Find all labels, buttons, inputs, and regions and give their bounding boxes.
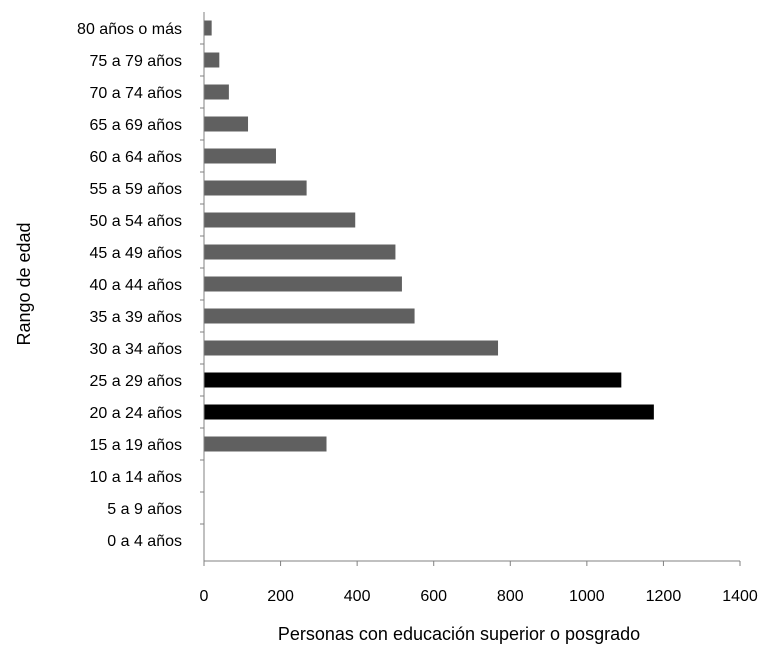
bar-3	[204, 116, 249, 132]
x-tick-label-6: 1200	[646, 588, 682, 605]
y-tick-label-10: 30 a 34 años	[89, 341, 182, 358]
bar-13	[204, 436, 327, 452]
bar-10	[204, 340, 499, 356]
y-tick-label-7: 45 a 49 años	[89, 245, 182, 262]
y-tick-label-11: 25 a 29 años	[89, 373, 182, 390]
y-tick-label-1: 75 a 79 años	[89, 53, 182, 70]
y-tick-label-9: 35 a 39 años	[89, 309, 182, 326]
y-tick-label-12: 20 a 24 años	[89, 405, 182, 422]
x-tick-label-7: 1400	[722, 588, 758, 605]
x-tick-label-4: 800	[497, 588, 524, 605]
y-tick-label-5: 55 a 59 años	[89, 181, 182, 198]
bar-2	[204, 84, 229, 100]
x-tick-label-0: 0	[200, 588, 209, 605]
bar-4	[204, 148, 276, 164]
y-tick-label-2: 70 a 74 años	[89, 85, 182, 102]
y-tick-label-0: 80 años o más	[77, 21, 182, 38]
y-tick-label-3: 65 a 69 años	[89, 117, 182, 134]
x-axis-title: Personas con educación superior o posgra…	[278, 624, 640, 644]
bar-0	[204, 20, 212, 36]
bar-9	[204, 308, 415, 324]
y-tick-label-6: 50 a 54 años	[89, 213, 182, 230]
y-tick-label-14: 10 a 14 años	[89, 469, 182, 486]
y-tick-label-15: 5 a 9 años	[107, 501, 182, 518]
y-tick-labels-group: 80 años o más 75 a 79 años 70 a 74 años 65 …	[77, 21, 204, 550]
bar-7	[204, 244, 396, 260]
x-ticks-group: 0 200 400 600 800 1000 1200 1400	[200, 561, 758, 605]
x-tick-label-3: 600	[420, 588, 447, 605]
bars-group	[204, 20, 654, 452]
x-tick-label-5: 1000	[569, 588, 605, 605]
y-axis-title: Rango de edad	[14, 222, 34, 345]
y-tick-label-16: 0 a 4 años	[107, 533, 182, 550]
y-tick-label-4: 60 a 64 años	[89, 149, 182, 166]
y-tick-label-8: 40 a 44 años	[89, 277, 182, 294]
bar-12	[204, 404, 654, 420]
x-tick-label-1: 200	[267, 588, 294, 605]
bar-1	[204, 52, 220, 68]
bar-6	[204, 212, 356, 228]
bar-5	[204, 180, 307, 196]
bar-11	[204, 372, 622, 388]
bar-8	[204, 276, 402, 292]
y-tick-label-13: 15 a 19 años	[89, 437, 182, 454]
x-tick-label-2: 400	[344, 588, 371, 605]
